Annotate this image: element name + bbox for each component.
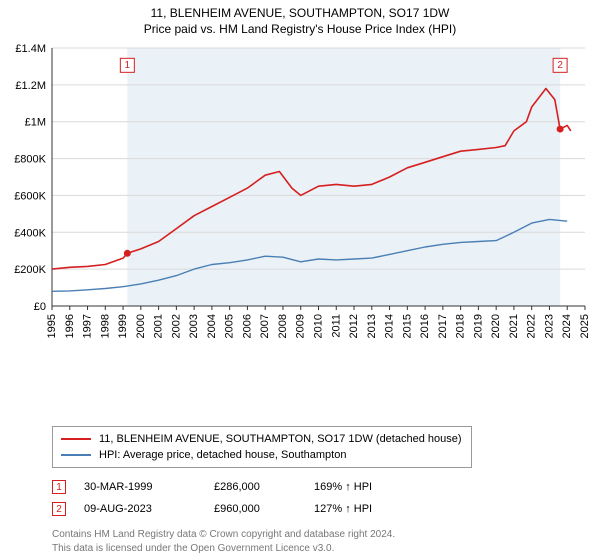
transaction-row: 1 30-MAR-1999£286,000169% ↑ HPI [52,476,590,498]
chart-svg: £0 £200K £400K £600K £800K £1M £1.2M £1.4M 1995 1… [10,44,590,354]
license-line-1: Contains HM Land Registry data © Crown c… [52,528,590,542]
svg-text:2002: 2002 [170,314,182,338]
license-line-2: This data is licensed under the Open Gov… [52,542,590,556]
legend-row: HPI: Average price, detached house, Sout… [61,447,463,463]
svg-text:2005: 2005 [224,314,236,338]
chart-area: £0 £200K £400K £600K £800K £1M £1.2M £1.4M 1995 1… [10,44,590,420]
transaction-hpi: 127% ↑ HPI [314,503,434,515]
svg-text:£800K: £800K [14,154,46,166]
svg-text:2025: 2025 [579,314,590,338]
svg-text:2022: 2022 [526,314,538,338]
transaction-hpi: 169% ↑ HPI [314,481,434,493]
svg-text:1998: 1998 [99,314,111,338]
svg-text:2007: 2007 [259,314,271,338]
legend-row: 11, BLENHEIM AVENUE, SOUTHAMPTON, SO17 1… [61,431,463,447]
title-address: 11, BLENHEIM AVENUE, SOUTHAMPTON, SO17 1… [10,6,590,20]
svg-text:£400K: £400K [14,227,46,239]
svg-text:2004: 2004 [206,314,218,338]
svg-text:2020: 2020 [490,314,502,338]
svg-text:2009: 2009 [295,314,307,338]
svg-text:2010: 2010 [313,314,325,338]
svg-text:£1.2M: £1.2M [15,80,46,92]
svg-text:2015: 2015 [401,314,413,338]
svg-text:£200K: £200K [14,264,46,276]
svg-text:£0: £0 [34,301,46,313]
svg-text:2011: 2011 [330,314,342,338]
svg-text:2006: 2006 [241,314,253,338]
legend-label: HPI: Average price, detached house, Sout… [99,449,346,461]
svg-text:£1M: £1M [25,117,46,129]
svg-text:2024: 2024 [561,314,573,338]
transaction-date: 09-AUG-2023 [84,503,214,515]
svg-text:2018: 2018 [455,314,467,338]
svg-text:2003: 2003 [188,314,200,338]
legend-box: 11, BLENHEIM AVENUE, SOUTHAMPTON, SO17 1… [52,426,472,468]
transaction-marker: 1 [52,480,66,494]
transaction-marker: 2 [52,502,66,516]
chart-titles: 11, BLENHEIM AVENUE, SOUTHAMPTON, SO17 1… [10,6,590,36]
svg-text:2016: 2016 [419,314,431,338]
legend-swatch [61,454,91,456]
transactions-table: 1 30-MAR-1999£286,000169% ↑ HPI 2 09-AUG-20… [52,476,590,520]
svg-text:2017: 2017 [437,314,449,338]
svg-text:1: 1 [125,60,131,71]
svg-text:£600K: £600K [14,190,46,202]
svg-text:2000: 2000 [135,314,147,338]
svg-text:1999: 1999 [117,314,129,338]
svg-text:1997: 1997 [82,314,94,338]
legend-swatch [61,438,91,440]
svg-text:2021: 2021 [508,314,520,338]
license-text: Contains HM Land Registry data © Crown c… [52,528,590,556]
svg-text:1996: 1996 [64,314,76,338]
svg-text:2001: 2001 [153,314,165,338]
svg-text:2008: 2008 [277,314,289,338]
svg-text:2014: 2014 [384,314,396,338]
svg-text:2012: 2012 [348,314,360,338]
transaction-price: £960,000 [214,503,314,515]
svg-text:2019: 2019 [472,314,484,338]
svg-text:1995: 1995 [46,314,58,338]
legend-label: 11, BLENHEIM AVENUE, SOUTHAMPTON, SO17 1… [99,433,462,445]
svg-text:2013: 2013 [366,314,378,338]
transaction-date: 30-MAR-1999 [84,481,214,493]
transaction-price: £286,000 [214,481,314,493]
svg-text:2023: 2023 [543,314,555,338]
svg-text:£1.4M: £1.4M [15,44,46,55]
title-subtitle: Price paid vs. HM Land Registry's House … [10,22,590,36]
svg-text:2: 2 [557,60,563,71]
transaction-row: 2 09-AUG-2023£960,000127% ↑ HPI [52,498,590,520]
